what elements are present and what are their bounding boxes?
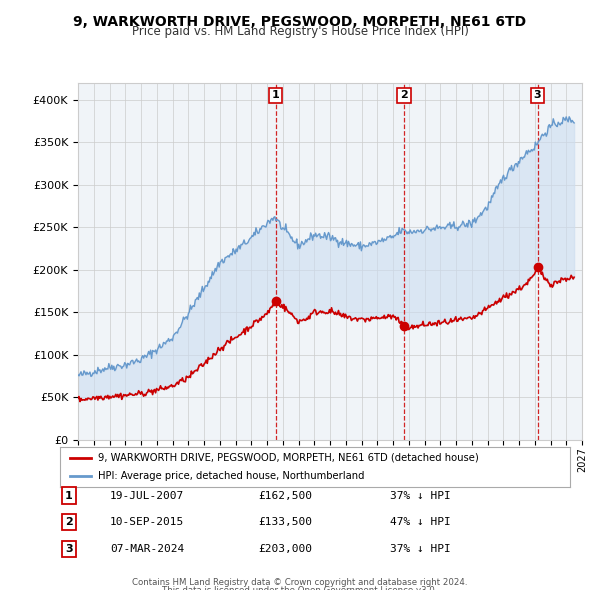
Text: 9, WARKWORTH DRIVE, PEGSWOOD, MORPETH, NE61 6TD: 9, WARKWORTH DRIVE, PEGSWOOD, MORPETH, N… <box>73 15 527 29</box>
Text: 1: 1 <box>65 491 73 500</box>
Text: HPI: Average price, detached house, Northumberland: HPI: Average price, detached house, Nort… <box>98 470 365 480</box>
Text: £162,500: £162,500 <box>258 491 312 500</box>
Text: 9, WARKWORTH DRIVE, PEGSWOOD, MORPETH, NE61 6TD (detached house): 9, WARKWORTH DRIVE, PEGSWOOD, MORPETH, N… <box>98 453 479 463</box>
Text: 47% ↓ HPI: 47% ↓ HPI <box>389 517 451 527</box>
Text: Contains HM Land Registry data © Crown copyright and database right 2024.: Contains HM Land Registry data © Crown c… <box>132 578 468 587</box>
Text: 3: 3 <box>534 90 541 100</box>
Text: Price paid vs. HM Land Registry's House Price Index (HPI): Price paid vs. HM Land Registry's House … <box>131 25 469 38</box>
Text: 37% ↓ HPI: 37% ↓ HPI <box>389 491 451 500</box>
Text: 10-SEP-2015: 10-SEP-2015 <box>110 517 184 527</box>
Text: This data is licensed under the Open Government Licence v3.0.: This data is licensed under the Open Gov… <box>163 586 437 590</box>
Text: 37% ↓ HPI: 37% ↓ HPI <box>389 544 451 553</box>
Text: 2: 2 <box>65 517 73 527</box>
Text: £203,000: £203,000 <box>258 544 312 553</box>
Text: 07-MAR-2024: 07-MAR-2024 <box>110 544 184 553</box>
Text: 2: 2 <box>400 90 408 100</box>
Text: £133,500: £133,500 <box>258 517 312 527</box>
Text: 19-JUL-2007: 19-JUL-2007 <box>110 491 184 500</box>
Text: 1: 1 <box>272 90 280 100</box>
Text: 3: 3 <box>65 544 73 553</box>
